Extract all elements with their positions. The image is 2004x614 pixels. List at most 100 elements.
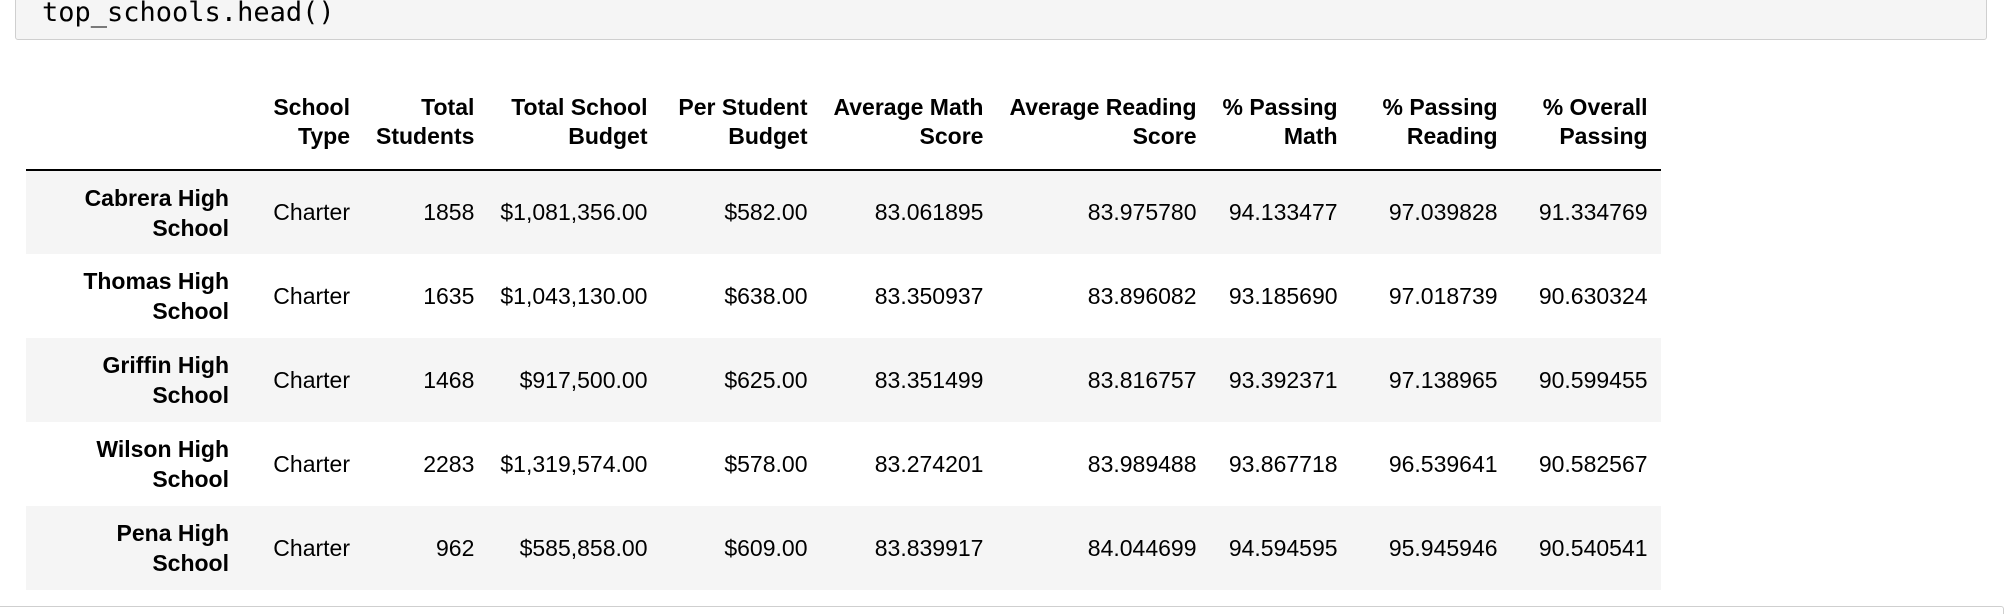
column-header-line: Per Student — [678, 94, 808, 120]
column-header-line: Type — [298, 123, 350, 149]
table-row: Griffin High School Charter 1468 $917,500.00… — [26, 338, 1661, 422]
column-header: % Overall Passing — [1510, 83, 1661, 171]
table-cell: Charter — [273, 450, 350, 477]
table-cell: 91.334769 — [1538, 199, 1648, 225]
table-cell: 90.540541 — [1538, 534, 1648, 561]
cell-output: School Type Total Students Total School Budge… — [26, 83, 1661, 590]
table-row: Pena High School Charter 962 $585,858.00 $609… — [26, 506, 1661, 590]
column-header: % Passing Reading — [1350, 83, 1511, 171]
table-header-row: School Type Total Students Total School Budge… — [26, 83, 1661, 171]
table-cell: 94.133477 — [1228, 199, 1338, 225]
table-cell: 84.044699 — [1087, 534, 1197, 561]
table-cell: 83.061895 — [874, 199, 984, 225]
dataframe-table: School Type Total Students Total School Budge… — [26, 83, 1661, 590]
table-cell: 962 — [436, 534, 475, 561]
table-cell: Charter — [273, 282, 350, 309]
table-cell: Charter — [273, 366, 350, 393]
row-index-line: Thomas High — [83, 268, 229, 294]
table-cell: $625.00 — [724, 366, 808, 393]
column-header: School Type — [242, 83, 363, 171]
table-cell: $1,319,574.00 — [500, 450, 648, 477]
table-row: Cabrera High School Charter 1858 $1,081,356.… — [26, 170, 1661, 254]
column-header: Average Math Score — [820, 83, 997, 171]
column-header-line: % Overall — [1542, 94, 1648, 120]
column-header: Average Reading Score — [996, 83, 1210, 171]
table-row: Thomas High School Charter 1635 $1,043,130.0… — [26, 254, 1661, 338]
row-index-label: Pena High School — [26, 506, 242, 590]
table-cell: 83.975780 — [1087, 199, 1197, 225]
column-header-line: Total — [421, 94, 475, 120]
row-index-line: School — [152, 298, 229, 324]
table-cell: $578.00 — [724, 450, 808, 477]
table-cell: $638.00 — [724, 282, 808, 309]
table-cell: 83.350937 — [874, 282, 984, 309]
table-cell: 1858 — [423, 199, 475, 225]
column-header: % Passing Math — [1209, 83, 1351, 171]
table-cell: $609.00 — [724, 534, 808, 561]
table-cell: 96.539641 — [1388, 450, 1498, 477]
table-cell: $585,858.00 — [519, 534, 648, 561]
table-cell: 93.185690 — [1228, 282, 1338, 309]
row-index-label: Wilson High School — [26, 422, 242, 506]
table-cell: 93.392371 — [1228, 366, 1338, 393]
table-cell: 2283 — [423, 450, 475, 477]
table-cell: 97.018739 — [1388, 282, 1498, 309]
table-cell: 83.351499 — [874, 366, 984, 393]
column-header-line: Passing — [1559, 123, 1648, 149]
column-header: Total School Budget — [487, 83, 661, 171]
table-cell: 97.138965 — [1388, 366, 1498, 393]
column-header-line: Budget — [728, 123, 808, 149]
code-cell-input[interactable]: top_schools.head() — [15, 0, 1987, 40]
table-cell: Charter — [273, 534, 350, 561]
table-cell: 83.274201 — [874, 450, 984, 477]
row-index-line: School — [152, 214, 229, 241]
column-header-line: Average Reading — [1009, 94, 1197, 120]
column-header-line: Budget — [568, 123, 648, 149]
column-header: Per Student Budget — [660, 83, 821, 171]
row-index-line: Cabrera High — [84, 184, 229, 211]
table-cell: 94.594595 — [1228, 534, 1338, 561]
row-index-line: School — [152, 550, 229, 576]
column-header-line: Score — [1132, 123, 1197, 149]
row-index-label: Thomas High School — [26, 254, 242, 338]
column-header-line: % Passing — [1382, 94, 1498, 120]
column-header-line: Math — [1283, 123, 1338, 149]
table-cell: 95.945946 — [1388, 534, 1498, 561]
table-body: Cabrera High School Charter 1858 $1,081,356.… — [26, 170, 1661, 590]
table-cell: Charter — [273, 199, 350, 225]
table-cell: 83.989488 — [1087, 450, 1197, 477]
row-index-label: Cabrera High School — [26, 170, 242, 254]
table-cell: 90.582567 — [1538, 450, 1648, 477]
table-cell: 83.896082 — [1087, 282, 1197, 309]
table-cell: 1468 — [423, 366, 475, 393]
column-header-line: Students — [376, 123, 475, 149]
row-index-line: School — [152, 466, 229, 492]
column-header-line: Total School — [511, 94, 648, 120]
column-header-line: % Passing — [1222, 94, 1338, 120]
table-cell: $1,043,130.00 — [500, 282, 648, 309]
next-cell-edge — [0, 606, 2004, 614]
table-cell: $917,500.00 — [519, 366, 648, 393]
table-cell: 83.816757 — [1087, 366, 1197, 393]
column-header-line: Score — [919, 123, 984, 149]
row-index-label: Griffin High School — [26, 338, 242, 422]
column-header-line: Reading — [1406, 123, 1498, 149]
row-index-line: School — [152, 382, 229, 408]
table-cell: 93.867718 — [1228, 450, 1338, 477]
table-cell: 97.039828 — [1388, 199, 1498, 225]
table-cell: 90.630324 — [1538, 282, 1648, 309]
index-header — [26, 83, 242, 171]
table-cell: 90.599455 — [1538, 366, 1648, 393]
column-header-line: School — [273, 94, 350, 120]
column-header-line: Average Math — [833, 94, 984, 120]
row-index-line: Pena High — [116, 520, 229, 546]
code-text: top_schools.head() — [42, 0, 335, 28]
table-cell: 1635 — [423, 282, 475, 309]
table-cell: $582.00 — [724, 199, 808, 225]
column-header: Total Students — [363, 83, 488, 171]
table-cell: $1,081,356.00 — [500, 199, 648, 225]
table-row: Wilson High School Charter 2283 $1,319,574.0… — [26, 422, 1661, 506]
row-index-line: Griffin High — [102, 352, 229, 378]
table-cell: 83.839917 — [874, 534, 984, 561]
row-index-line: Wilson High — [96, 436, 229, 462]
